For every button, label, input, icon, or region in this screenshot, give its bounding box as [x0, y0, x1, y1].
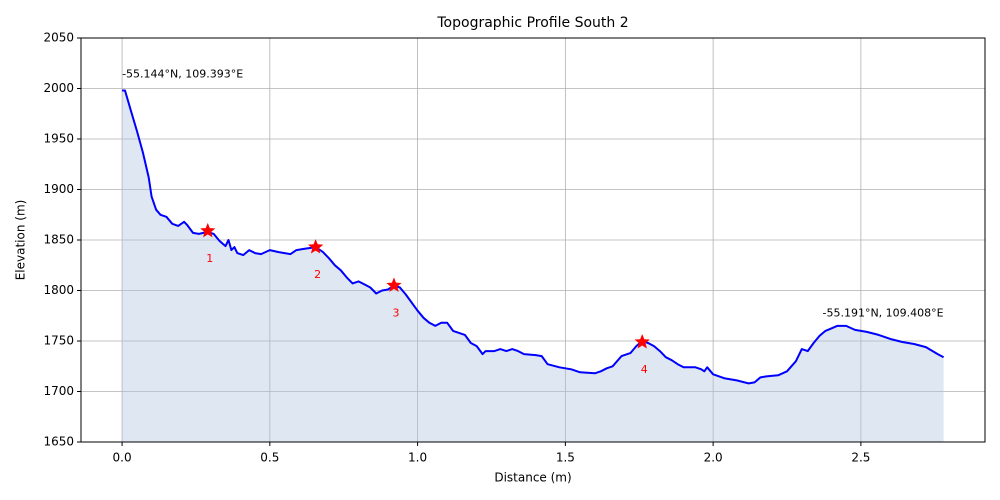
x-tick-label: 1.5	[556, 451, 575, 465]
start-coordinate: -55.144°N, 109.393°E	[122, 68, 243, 81]
end-coordinate: -55.191°N, 109.408°E	[823, 307, 944, 320]
x-tick-label: 2.5	[851, 451, 870, 465]
y-tick-label: 1850	[43, 233, 74, 247]
plot-frame	[80, 37, 986, 443]
profile-line	[122, 89, 945, 385]
marker-label: 1	[206, 252, 213, 265]
marker-star	[308, 239, 324, 254]
y-tick-label: 2050	[43, 31, 74, 45]
y-tick-label: 1800	[43, 283, 74, 297]
y-tick-label: 1650	[43, 435, 74, 449]
x-axis-label: Distance (m)	[494, 471, 571, 485]
x-tick-label: 1.0	[408, 451, 427, 465]
x-tick-label: 2.0	[704, 451, 723, 465]
marker-star	[634, 334, 650, 349]
marker-label: 4	[641, 363, 648, 376]
y-tick-label: 1950	[43, 132, 74, 146]
marker-star	[386, 277, 402, 292]
grid	[81, 37, 985, 443]
area-fill	[122, 90, 944, 442]
y-tick-label: 1700	[43, 384, 74, 398]
marker-label: 3	[392, 306, 399, 319]
y-axis-label: Elevation (m)	[14, 200, 28, 281]
y-tick-label: 1750	[43, 334, 74, 348]
marker-label: 2	[314, 268, 321, 281]
x-tick-label: 0.0	[113, 451, 132, 465]
y-tick-label: 1900	[43, 182, 74, 196]
y-tick-label: 2000	[43, 81, 74, 95]
x-tick-label: 0.5	[260, 451, 279, 465]
marker-star	[200, 222, 216, 238]
chart-title: Topographic Profile South 2	[436, 15, 628, 31]
